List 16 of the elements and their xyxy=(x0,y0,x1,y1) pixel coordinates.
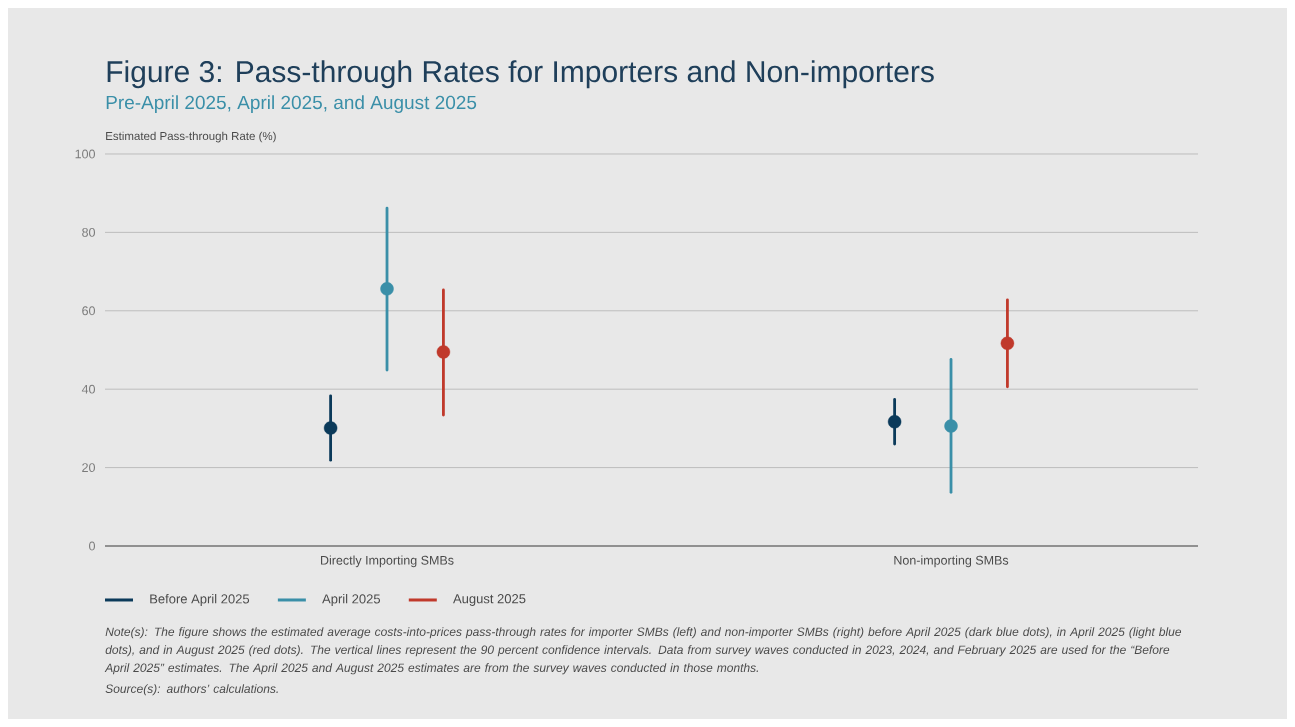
chart-subtitle: Pre-April 2025, April 2025, and August 2025 xyxy=(106,95,477,113)
y-tick-label: 40 xyxy=(81,384,95,394)
y-axis-title: Estimated Pass-through Rate (%) xyxy=(106,131,276,143)
chart-title: Figure 3: Pass-through Rates for Importers and Non-importers xyxy=(107,60,934,89)
legend-label: August 2025 xyxy=(453,594,526,606)
y-tick-label: 0 xyxy=(89,541,96,551)
legend-label: Before April 2025 xyxy=(150,593,250,607)
x-tick-label: Non-importing SMBs xyxy=(894,555,1009,568)
legend-label: April 2025 xyxy=(322,593,381,607)
text: Note(s): The figure shows the estimated average costs-into-prices pass-through rates for importer SMBs (left) and non-importer SMBs (right) before April 2025 (dark blue dots), in April 2025 (light blue dots), and in August 2025 (red dots). The vertical lines represent the 90 percent confidence intervals. Data from survey waves conducted in 2023, 2024, and February 2025 are used for the “Before April 2025” estimates. The April 2025 and August 2025 estimates are from the survey waves conducted in those months. xyxy=(104,627,1182,675)
y-tick-label: 60 xyxy=(82,306,95,316)
y-tick-label: 20 xyxy=(82,463,95,473)
y-tick-label: 80 xyxy=(82,227,95,237)
y-tick-label: 100 xyxy=(75,149,95,159)
x-tick-label: Directly Importing SMBs xyxy=(321,555,454,568)
source-note: Source(s): authors’ calculations. xyxy=(105,684,278,696)
